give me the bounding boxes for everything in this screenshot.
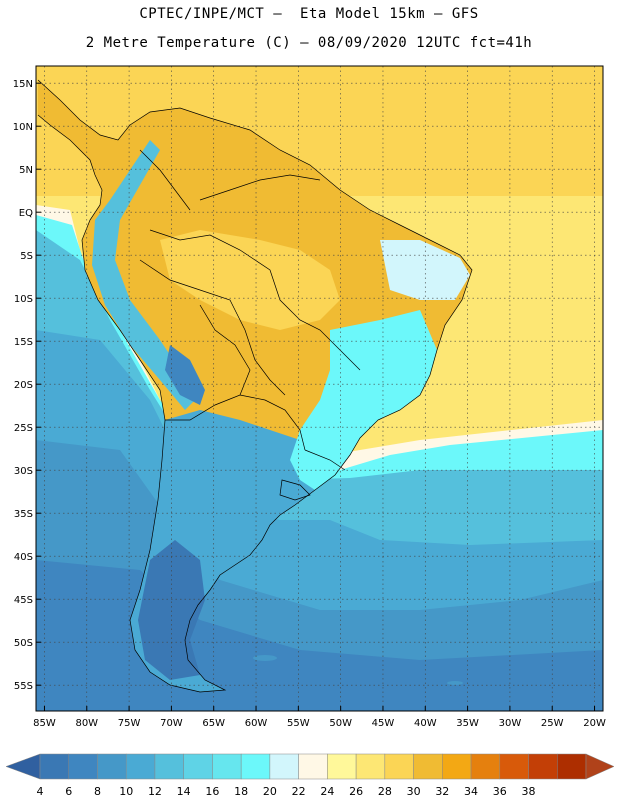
colorbar-box xyxy=(413,753,443,780)
colorbar-box xyxy=(212,753,242,780)
colorbar-label: 12 xyxy=(148,785,162,798)
lon-label: 45W xyxy=(372,718,395,729)
title-line-2: 2 Metre Temperature (C) – 08/09/2020 12U… xyxy=(85,35,533,51)
lat-label: 5N xyxy=(19,165,33,176)
colorbar-box xyxy=(183,753,213,780)
lon-label: 65W xyxy=(202,718,225,729)
title-line-1: CPTEC/INPE/MCT – Eta Model 15km – GFS xyxy=(139,6,479,22)
lat-label: 10N xyxy=(13,122,33,133)
land-amazon xyxy=(160,230,340,330)
land-falklands xyxy=(253,655,277,661)
map-frame xyxy=(35,65,604,712)
colorbar-box xyxy=(384,753,414,780)
colorbar-box xyxy=(240,753,271,780)
colorbar-label: 20 xyxy=(263,785,277,798)
lat-label: 25S xyxy=(14,423,33,434)
lon-label: 60W xyxy=(245,718,268,729)
lat-label: 5S xyxy=(20,251,33,262)
lat-label: 35S xyxy=(14,509,33,520)
lat-label: 20S xyxy=(14,380,33,391)
colorbar-box xyxy=(154,753,184,780)
land-southeast-brazil xyxy=(290,310,437,490)
lon-label: 35W xyxy=(456,718,479,729)
country-borders xyxy=(37,79,473,693)
colorbar: 4 6 8 10 12 14 16 18 20 22 24 26 28 30 32 34 36 38 xyxy=(5,753,615,798)
lon-label: 55W xyxy=(287,718,310,729)
colorbar-box xyxy=(39,753,69,780)
colorbar-box xyxy=(68,753,98,780)
colorbar-box xyxy=(499,753,529,780)
colorbar-label: 22 xyxy=(292,785,306,798)
lon-label: 70W xyxy=(160,718,183,729)
colorbar-box xyxy=(557,753,587,780)
lon-label: 20W xyxy=(583,718,606,729)
lat-label: 15N xyxy=(13,79,33,90)
lat-lon-grid xyxy=(36,66,603,711)
colorbar-label: 6 xyxy=(65,785,72,798)
colorbar-label: 18 xyxy=(234,785,248,798)
colorbar-label: 32 xyxy=(435,785,449,798)
lon-label: 40W xyxy=(414,718,437,729)
longitude-labels: 85W 80W 75W 70W 65W 60W 55W 50W 45W 40W 35W 30W 25W 2… xyxy=(33,706,606,729)
latitude-labels: 15N 10N 5N EQ 5S 10S 15S 20S 25S 30S 35S 40S 45S 50S 5… xyxy=(13,79,41,692)
land-south-georgia xyxy=(447,681,463,685)
colorbar-box xyxy=(528,753,558,780)
lat-label: 55S xyxy=(14,681,33,692)
colorbar-label: 8 xyxy=(94,785,101,798)
colorbar-label: 16 xyxy=(205,785,219,798)
colorbar-box xyxy=(355,753,386,780)
colorbar-label: 10 xyxy=(119,785,133,798)
lat-label: 30S xyxy=(14,466,33,477)
lat-label: 15S xyxy=(14,337,33,348)
colorbar-box xyxy=(442,753,472,780)
land-andes xyxy=(92,140,195,410)
colorbar-label: 26 xyxy=(349,785,363,798)
colorbar-label: 30 xyxy=(407,785,421,798)
colorbar-box xyxy=(470,753,501,780)
map-field xyxy=(36,66,603,711)
colorbar-label: 38 xyxy=(522,785,536,798)
colorbar-box xyxy=(97,753,127,780)
colorbar-label: 24 xyxy=(320,785,334,798)
land-altiplano xyxy=(165,345,205,405)
lat-label: EQ xyxy=(19,208,33,219)
colorbar-label: 36 xyxy=(493,785,507,798)
lon-label: 85W xyxy=(33,718,56,729)
land-south-america xyxy=(38,80,472,692)
lat-label: 40S xyxy=(14,552,33,563)
colorbar-box xyxy=(269,753,299,780)
colorbar-label: 14 xyxy=(177,785,191,798)
lat-label: 45S xyxy=(14,595,33,606)
lon-label: 75W xyxy=(118,718,141,729)
colorbar-box xyxy=(125,753,156,780)
colorbar-box xyxy=(298,753,328,780)
colorbar-high-arrow xyxy=(585,753,615,780)
lat-label: 10S xyxy=(14,294,33,305)
land-southern-andes xyxy=(138,540,205,680)
colorbar-label: 34 xyxy=(464,785,478,798)
lon-label: 25W xyxy=(541,718,564,729)
lon-label: 30W xyxy=(499,718,522,729)
lon-label: 80W xyxy=(75,718,98,729)
colorbar-label: 4 xyxy=(37,785,44,798)
lon-label: 50W xyxy=(329,718,352,729)
colorbar-box xyxy=(327,753,357,780)
lat-label: 50S xyxy=(14,638,33,649)
colorbar-low-arrow xyxy=(5,753,41,780)
colorbar-label: 28 xyxy=(378,785,392,798)
